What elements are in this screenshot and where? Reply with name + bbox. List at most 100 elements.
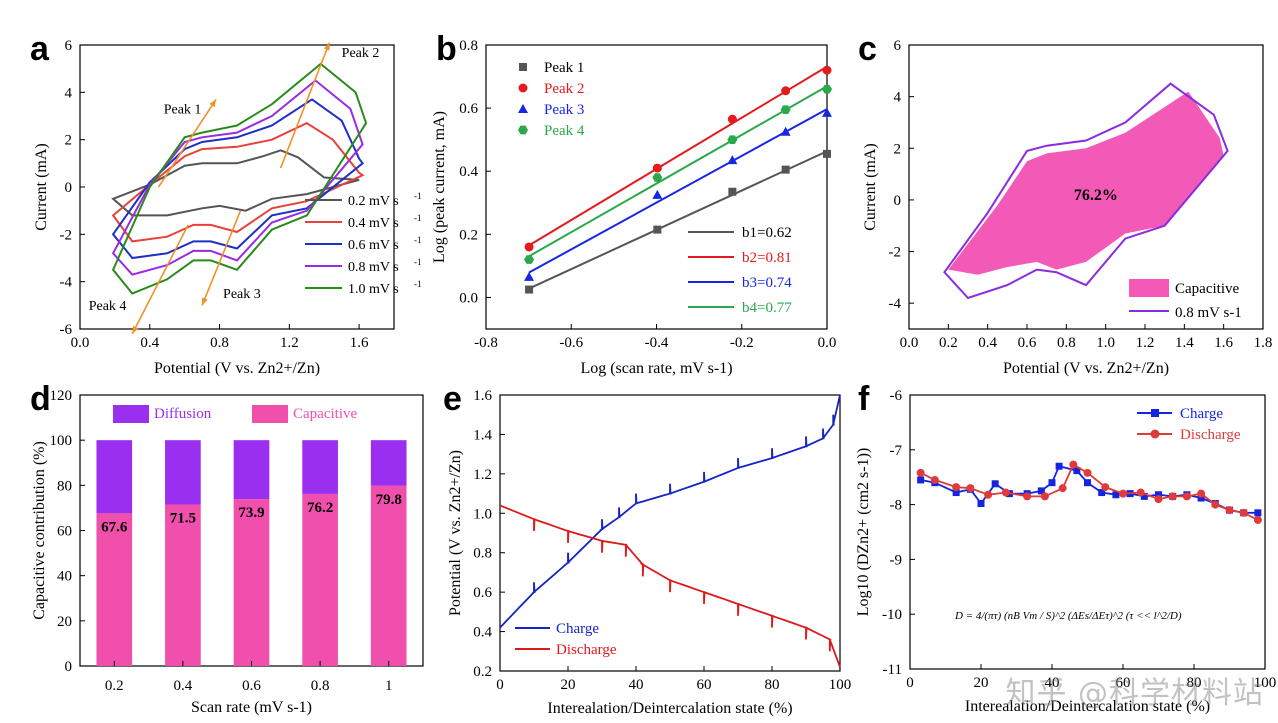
data-point [1073,467,1081,475]
legend-label: Peak 1 [544,60,584,76]
panel-a-xtick-label: 1.6 [350,335,369,351]
data-point [1182,492,1191,501]
legend-label: 0.4 mV s [348,216,399,231]
annotation-peak1: Peak 1 [164,103,202,118]
panel-f-frame [909,394,1266,670]
data-point [1084,479,1091,487]
data-point [727,114,737,124]
data-point [822,65,832,75]
data-point [727,155,738,165]
data-point [1136,488,1145,497]
panel-e-ytick-label: 1.0 [473,506,492,522]
data-point [1168,492,1177,501]
panel-c-xtick-label: 1.4 [1175,335,1194,351]
bar-label: 67.6 [101,519,128,535]
panel-d-xtick-label: 0.8 [311,678,330,694]
legend-sup: -1 [414,213,422,223]
legend-swatch [252,405,288,423]
legend-marker [1150,429,1160,439]
data-point [1083,468,1092,477]
data-point [653,225,662,234]
data-point [1048,479,1056,487]
panel-b-xtick-label: -0.8 [474,335,498,351]
panel-b-xtick-label: 0.0 [818,335,837,351]
capacitive-percent: 76.2% [1074,187,1118,204]
panel-e-ytick-label: 0.8 [473,546,492,562]
panel-d-xtick-label: 0.6 [242,678,261,694]
panel-f-ylabel: Log10 (DZn2+ (cm2 s-1)) [855,448,872,617]
panel-d-ytick-label: 20 [57,614,72,630]
data-point [822,107,832,117]
panel-a-ytick-label: 2 [65,133,73,149]
cv-curve [111,62,368,295]
panel-b-ytick-label: 0.8 [459,38,478,54]
panel-a-xtick-label: 0.8 [210,335,229,351]
panel-a-xtick-label: 0.0 [71,335,90,351]
legend-label: Discharge [556,642,617,658]
bar-diffusion [302,440,338,494]
legend-label: 1.0 mV s [348,282,399,297]
panel-a-ytick-label: -4 [60,275,73,291]
panel-letter-a: a [30,30,50,68]
panel-a-ytick-label: -2 [60,227,73,243]
panel-a-xtick-label: 1.2 [280,335,299,351]
legend-label: Capacitive [293,406,357,422]
legend-sup: -1 [414,235,422,245]
panel-f-xtick-label: 80 [1187,675,1202,691]
capacitive-area [948,91,1224,275]
legend-label: Peak 3 [544,102,584,118]
data-point [952,483,961,492]
panel-e-ytick-label: 0.2 [473,664,492,680]
panel-c-xtick-label: 1.8 [1254,335,1273,351]
legend-label: 0.8 mV s-1 [1175,305,1242,321]
panel-f-xtick-label: 20 [974,675,989,691]
data-point [823,149,831,158]
legend-marker [519,63,527,71]
panel-d-xtick-label: 0.4 [174,678,193,694]
panel-d-ytick-label: 0 [65,659,73,675]
data-point [977,500,985,508]
watermark: 知乎 @科学材料站 [1005,676,1264,711]
data-point [652,163,662,173]
bar-diffusion [96,440,133,514]
panel-f-xlabel: Interealation/Deintercalation state (%) [965,698,1210,715]
panel-c-xtick-label: 0.8 [1057,335,1076,351]
panel-d-ytick-label: 80 [57,478,72,494]
data-point [952,489,960,497]
fit-label: b2=0.81 [742,250,792,266]
panel-e-xtick-label: 80 [765,677,780,693]
panel-e-xtick-label: 40 [629,677,644,693]
data-point [1155,491,1162,499]
legend-label: 0.8 mV s [348,260,399,275]
legend-sup: -1 [414,279,422,289]
panel-a-ylabel: Current (mA) [33,143,50,231]
panel-c-ytick-label: 6 [894,38,902,54]
panel-a-ytick-label: 4 [65,85,73,101]
panel-f-xtick-label: 40 [1045,675,1060,691]
data-point [781,86,791,96]
panel-e-xtick-label: 100 [829,677,852,693]
panel-c-xtick-label: 0.6 [1018,335,1037,351]
data-point [1140,492,1148,500]
panel-a-ytick-label: -6 [60,322,73,338]
panel-e-xtick-label: 20 [561,677,576,693]
bar-capacitive [302,493,338,666]
cv-curve [111,79,364,276]
fit-line [528,65,828,247]
panel-e-frame [499,394,841,672]
panel-e-ytick-label: 0.4 [473,625,492,641]
panel-c-ytick-label: -2 [889,245,902,261]
legend-label: Charge [556,621,599,637]
panel-d-ytick-label: 40 [57,569,72,585]
panel-d-ylabel: Capacitive contribution (%) [31,441,48,620]
legend-marker [518,125,528,135]
data-point [652,173,663,182]
legend-marker [518,104,528,113]
data-point [822,84,832,94]
data-point [930,475,939,484]
data-point [1254,509,1262,517]
cv-curve [943,82,1229,300]
annotation-peak3: Peak 3 [223,287,261,302]
data-point [1055,462,1063,470]
data-point [1197,489,1206,498]
